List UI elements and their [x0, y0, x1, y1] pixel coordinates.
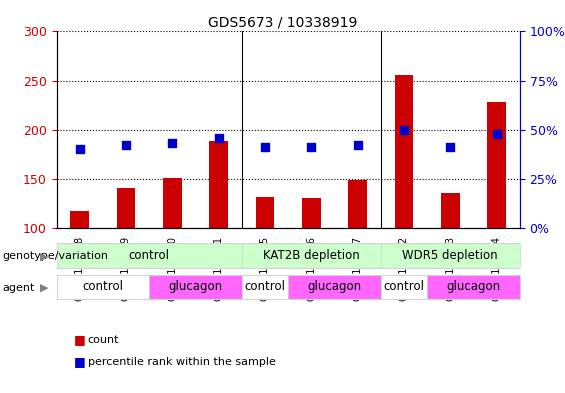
- FancyBboxPatch shape: [381, 243, 520, 268]
- Text: KAT2B depletion: KAT2B depletion: [263, 249, 360, 262]
- Point: [353, 142, 362, 149]
- Bar: [395, 75, 413, 228]
- FancyBboxPatch shape: [427, 274, 520, 299]
- Point: [214, 134, 223, 141]
- FancyBboxPatch shape: [242, 274, 288, 299]
- Bar: [349, 180, 367, 228]
- Text: control: control: [384, 280, 424, 294]
- Bar: [441, 193, 459, 228]
- Point: [307, 144, 316, 151]
- Point: [121, 142, 131, 149]
- Text: GDS5673 / 10338919: GDS5673 / 10338919: [208, 16, 357, 30]
- Bar: [256, 197, 274, 228]
- FancyBboxPatch shape: [381, 274, 427, 299]
- Text: glucagon: glucagon: [168, 280, 223, 294]
- Text: control: control: [245, 280, 285, 294]
- Point: [399, 127, 408, 133]
- Text: glucagon: glucagon: [307, 280, 362, 294]
- Point: [446, 144, 455, 151]
- FancyBboxPatch shape: [56, 243, 242, 268]
- Bar: [302, 198, 320, 228]
- Text: ■: ■: [73, 333, 85, 347]
- Text: ■: ■: [73, 355, 85, 368]
- Bar: [71, 211, 89, 228]
- Bar: [210, 141, 228, 228]
- Bar: [117, 188, 135, 228]
- Text: ▶: ▶: [40, 251, 48, 261]
- Text: control: control: [82, 280, 123, 294]
- Text: percentile rank within the sample: percentile rank within the sample: [88, 356, 276, 367]
- Text: count: count: [88, 335, 119, 345]
- Text: ▶: ▶: [40, 283, 48, 293]
- Text: control: control: [129, 249, 170, 262]
- Text: genotype/variation: genotype/variation: [3, 251, 109, 261]
- Bar: [488, 102, 506, 228]
- Text: WDR5 depletion: WDR5 depletion: [402, 249, 498, 262]
- Text: glucagon: glucagon: [446, 280, 501, 294]
- Bar: [163, 178, 181, 228]
- FancyBboxPatch shape: [242, 243, 381, 268]
- Text: agent: agent: [3, 283, 35, 293]
- FancyBboxPatch shape: [149, 274, 242, 299]
- Point: [168, 140, 177, 147]
- FancyBboxPatch shape: [288, 274, 381, 299]
- Point: [492, 130, 501, 137]
- Point: [260, 144, 270, 151]
- Point: [75, 146, 84, 152]
- FancyBboxPatch shape: [56, 274, 149, 299]
